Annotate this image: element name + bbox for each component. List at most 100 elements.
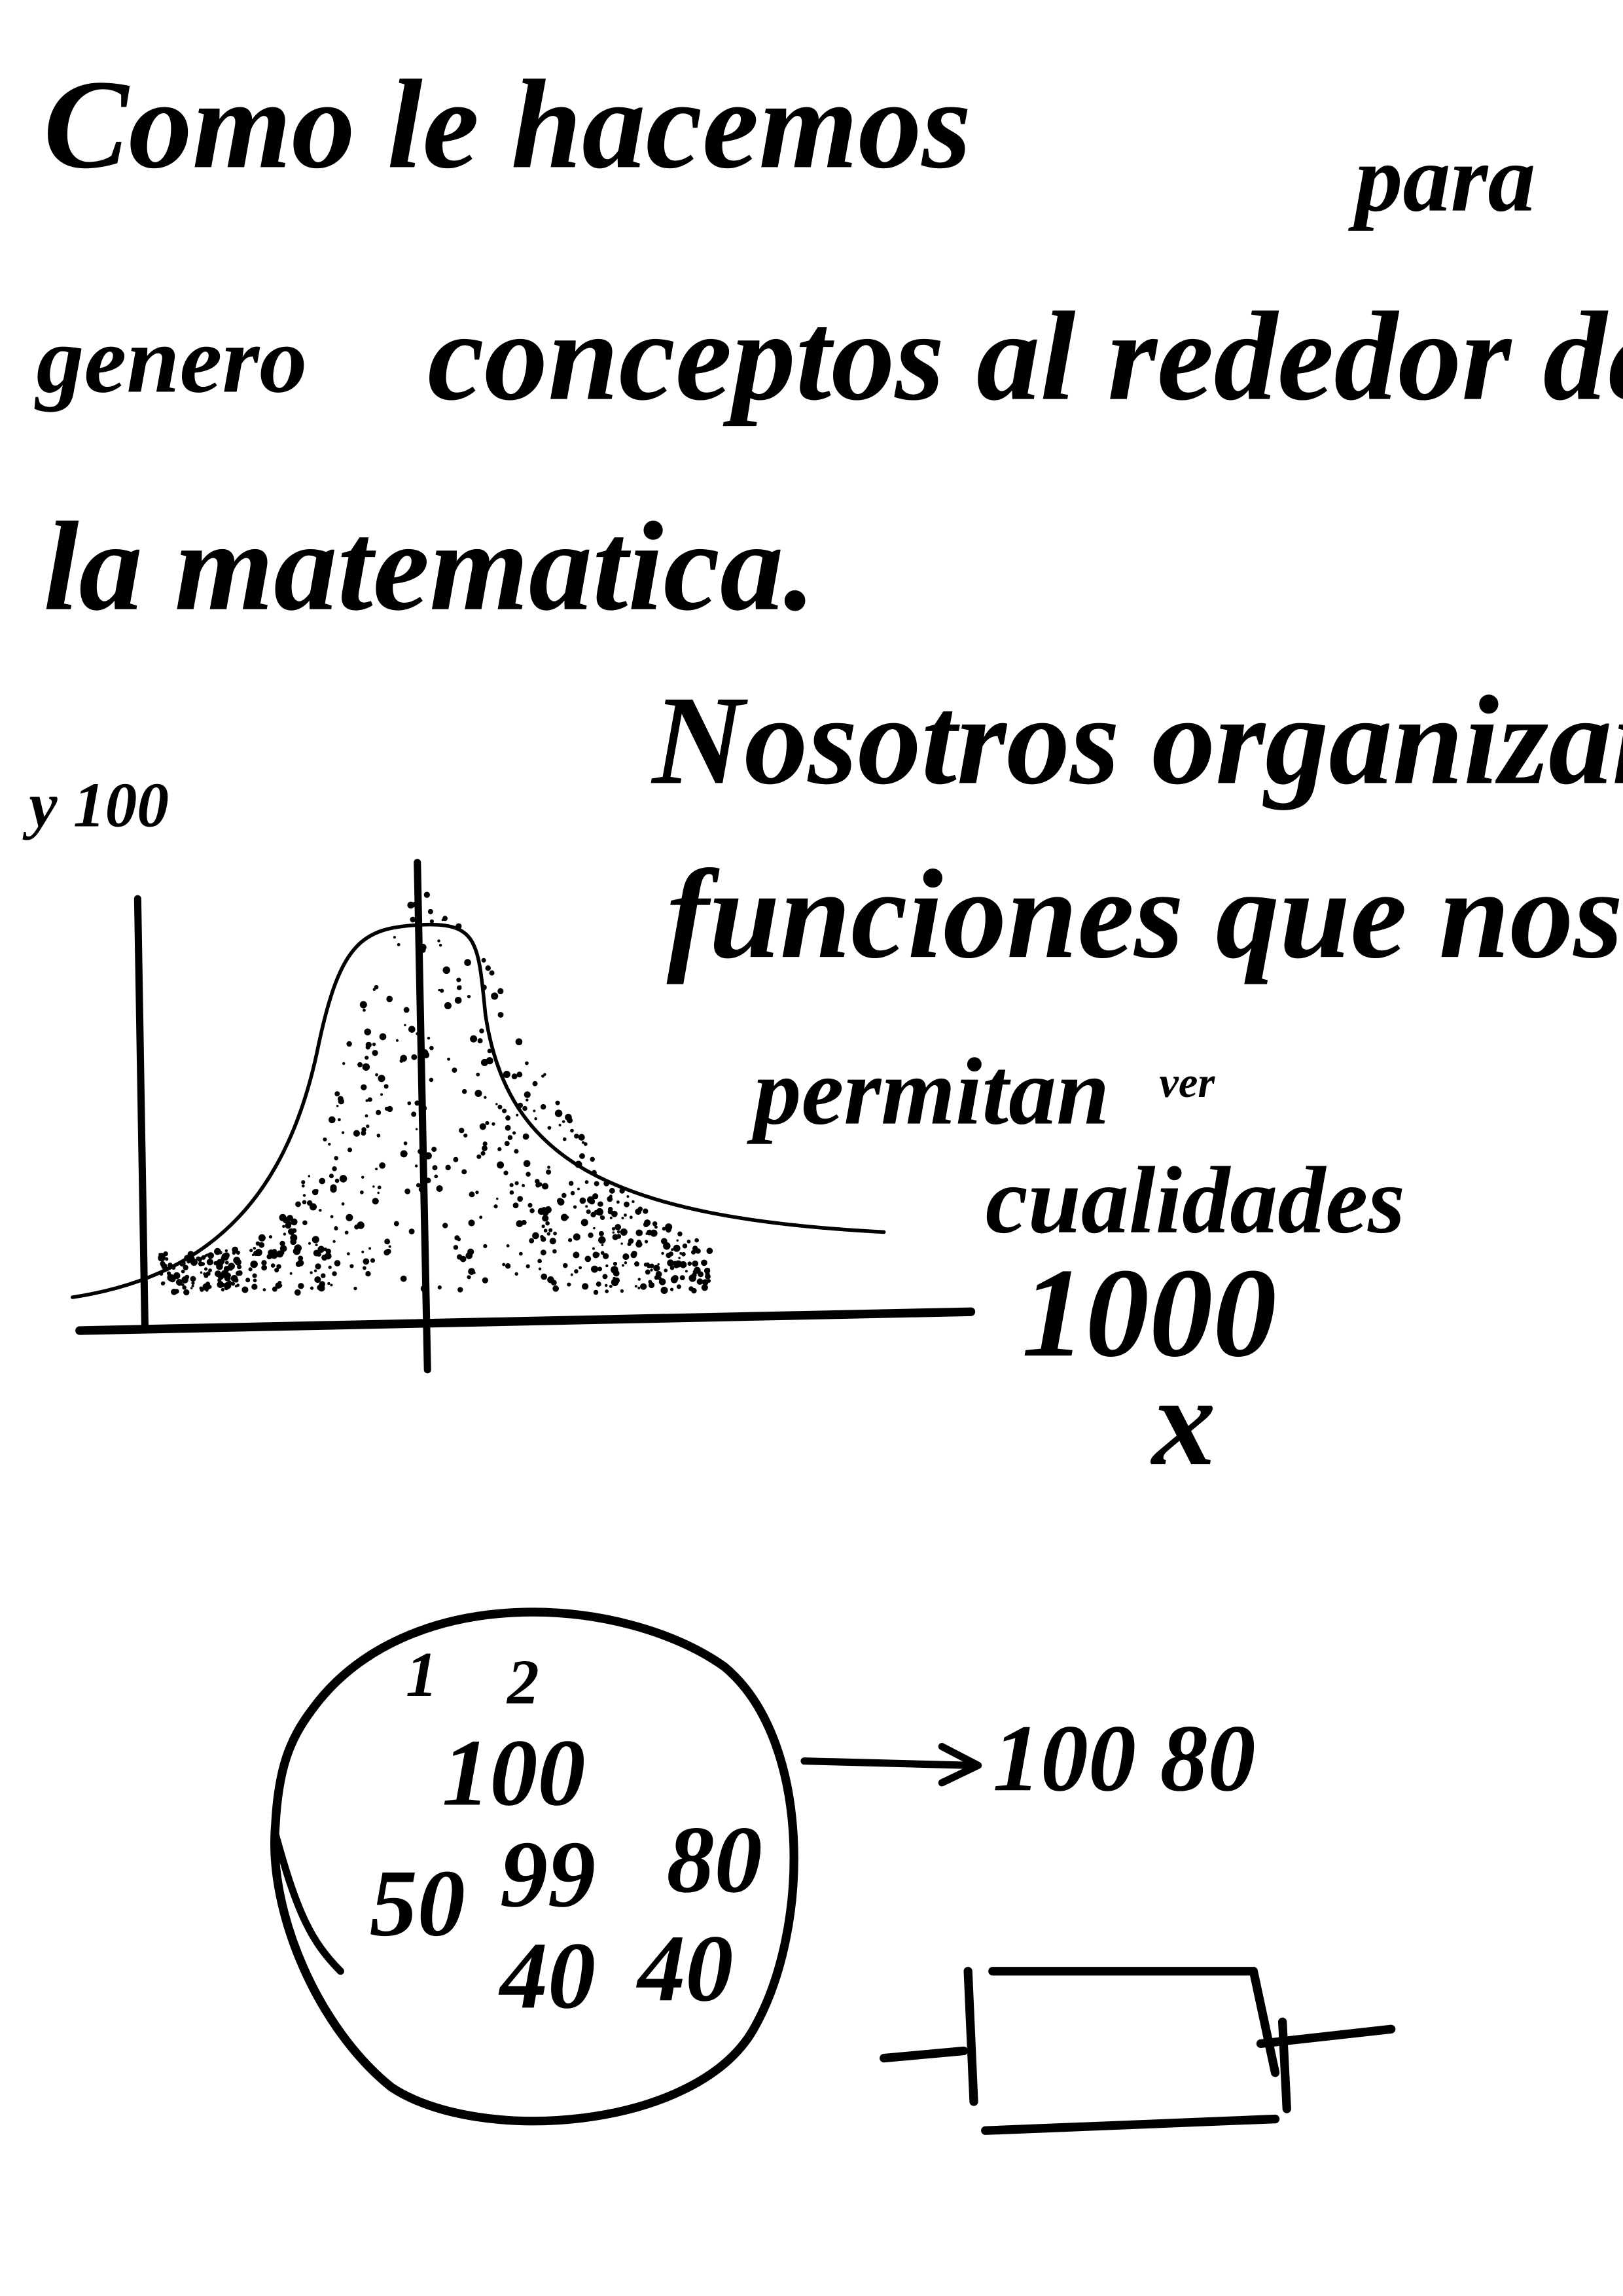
scatter-dot — [482, 1141, 488, 1147]
scatter-dot — [453, 1157, 459, 1162]
scatter-dot — [506, 1244, 510, 1247]
scatter-dot — [252, 1273, 257, 1278]
scatter-dot — [410, 916, 416, 923]
scatter-dot — [543, 1229, 548, 1233]
scatter-dot — [526, 1264, 530, 1268]
scatter-dot — [540, 1249, 546, 1256]
scatter-dot — [250, 1260, 258, 1268]
scatter-dot — [491, 1122, 495, 1126]
scatter-dot — [578, 1134, 585, 1141]
scatter-dot — [667, 1253, 671, 1258]
scatter-dot — [432, 1165, 438, 1171]
scatter-dot — [361, 1084, 367, 1090]
scatter-dot — [661, 1251, 664, 1255]
scatter-dot — [464, 959, 471, 966]
scatter-dot — [198, 1261, 204, 1266]
scatter-dot — [232, 1251, 236, 1255]
scatter-dot — [594, 1181, 599, 1187]
scatter-dot — [427, 1036, 431, 1040]
scatter-dot — [474, 1089, 482, 1098]
scatter-dot — [597, 1201, 603, 1207]
scatter-dot — [473, 1271, 476, 1274]
scatter-dot — [253, 1278, 257, 1283]
density-curve — [70, 922, 886, 1299]
scatter-dot — [204, 1267, 208, 1271]
scatter-dot — [283, 1232, 287, 1236]
scatter-dot — [423, 891, 430, 898]
scatter-dot — [560, 1213, 568, 1221]
scatter-dot — [206, 1259, 213, 1266]
scatter-dot — [573, 1233, 580, 1241]
scatter-dot — [622, 1253, 630, 1261]
scatter-dot — [330, 1283, 333, 1287]
scatter-dot — [579, 1153, 585, 1159]
scatter-dot — [613, 1270, 620, 1277]
scatter-dot — [431, 1147, 437, 1152]
circle-outline — [270, 1607, 798, 2126]
scatter-dot — [379, 1162, 385, 1169]
scatter-dot — [219, 1259, 225, 1265]
scatter-dot — [621, 1264, 624, 1267]
scatter-dot — [522, 1133, 529, 1140]
scatter-dot — [404, 1024, 406, 1026]
scatter-dot — [279, 1240, 285, 1247]
scatter-dot — [183, 1265, 188, 1270]
scatter-dot — [547, 1126, 552, 1130]
scatter-dot — [459, 1255, 467, 1263]
scatter-dot — [482, 1277, 488, 1283]
scatter-dot — [682, 1243, 688, 1249]
scatter-dot — [301, 1180, 306, 1185]
scatter-dot — [341, 1131, 345, 1134]
scatter-dot — [384, 1106, 389, 1111]
scatter-dot — [334, 1260, 341, 1266]
scatter-dot — [421, 1153, 426, 1158]
scatter-dot — [574, 1269, 579, 1274]
scatter-dot — [523, 1160, 531, 1168]
scatter-dot — [516, 1113, 519, 1117]
scatter-dot — [162, 1263, 168, 1268]
scatter-dot — [624, 1201, 630, 1208]
scatter-dot — [657, 1263, 660, 1266]
scatter-dot — [181, 1269, 185, 1274]
scatter-dot — [334, 1156, 339, 1160]
scatter-dot — [440, 988, 444, 993]
scatter-dot — [470, 1035, 478, 1043]
scatter-dot — [505, 1263, 511, 1269]
scatter-dot — [370, 1258, 376, 1263]
scatter-dot — [573, 1251, 580, 1259]
scatter-dot — [289, 1272, 293, 1275]
scatter-dot — [677, 1231, 683, 1237]
scatter-dot — [597, 1266, 603, 1272]
sketch-graph: y 100 — [22, 770, 976, 1374]
scatter-dot — [334, 1226, 338, 1229]
scatter-dot — [224, 1261, 229, 1265]
scatter-dot — [533, 1109, 536, 1113]
scatter-dot — [535, 1179, 540, 1184]
scatter-dot — [562, 1193, 567, 1198]
scatter-dot — [344, 1230, 349, 1235]
scatter-dot — [290, 1218, 298, 1226]
scatter-dot — [234, 1278, 239, 1283]
scatter-dot — [297, 1259, 304, 1266]
scatter-dot — [669, 1287, 674, 1291]
scatter-dot — [418, 1149, 423, 1155]
scatter-dot — [255, 1241, 260, 1246]
scatter-dot — [357, 1062, 363, 1067]
scatter-dot — [408, 1229, 415, 1234]
scatter-dot — [365, 1270, 371, 1277]
scatter-dot — [529, 1124, 533, 1128]
scatter-dot — [378, 1075, 385, 1083]
scatter-dot — [596, 1281, 601, 1287]
scatter-dot — [459, 1128, 465, 1134]
scatter-dot — [376, 1109, 382, 1115]
heading-line: conceptos al rededor de — [427, 286, 1623, 427]
scatter-dot — [454, 997, 462, 1004]
scatter-dot — [158, 1256, 163, 1261]
scatter-dot — [516, 1039, 522, 1046]
scatter-dot — [526, 1172, 531, 1177]
scatter-dot — [654, 1275, 659, 1280]
scatter-dot — [497, 1147, 502, 1151]
scatter-dot — [208, 1268, 212, 1272]
scatter-dot — [493, 1204, 498, 1209]
scatter-dot — [620, 1228, 628, 1236]
